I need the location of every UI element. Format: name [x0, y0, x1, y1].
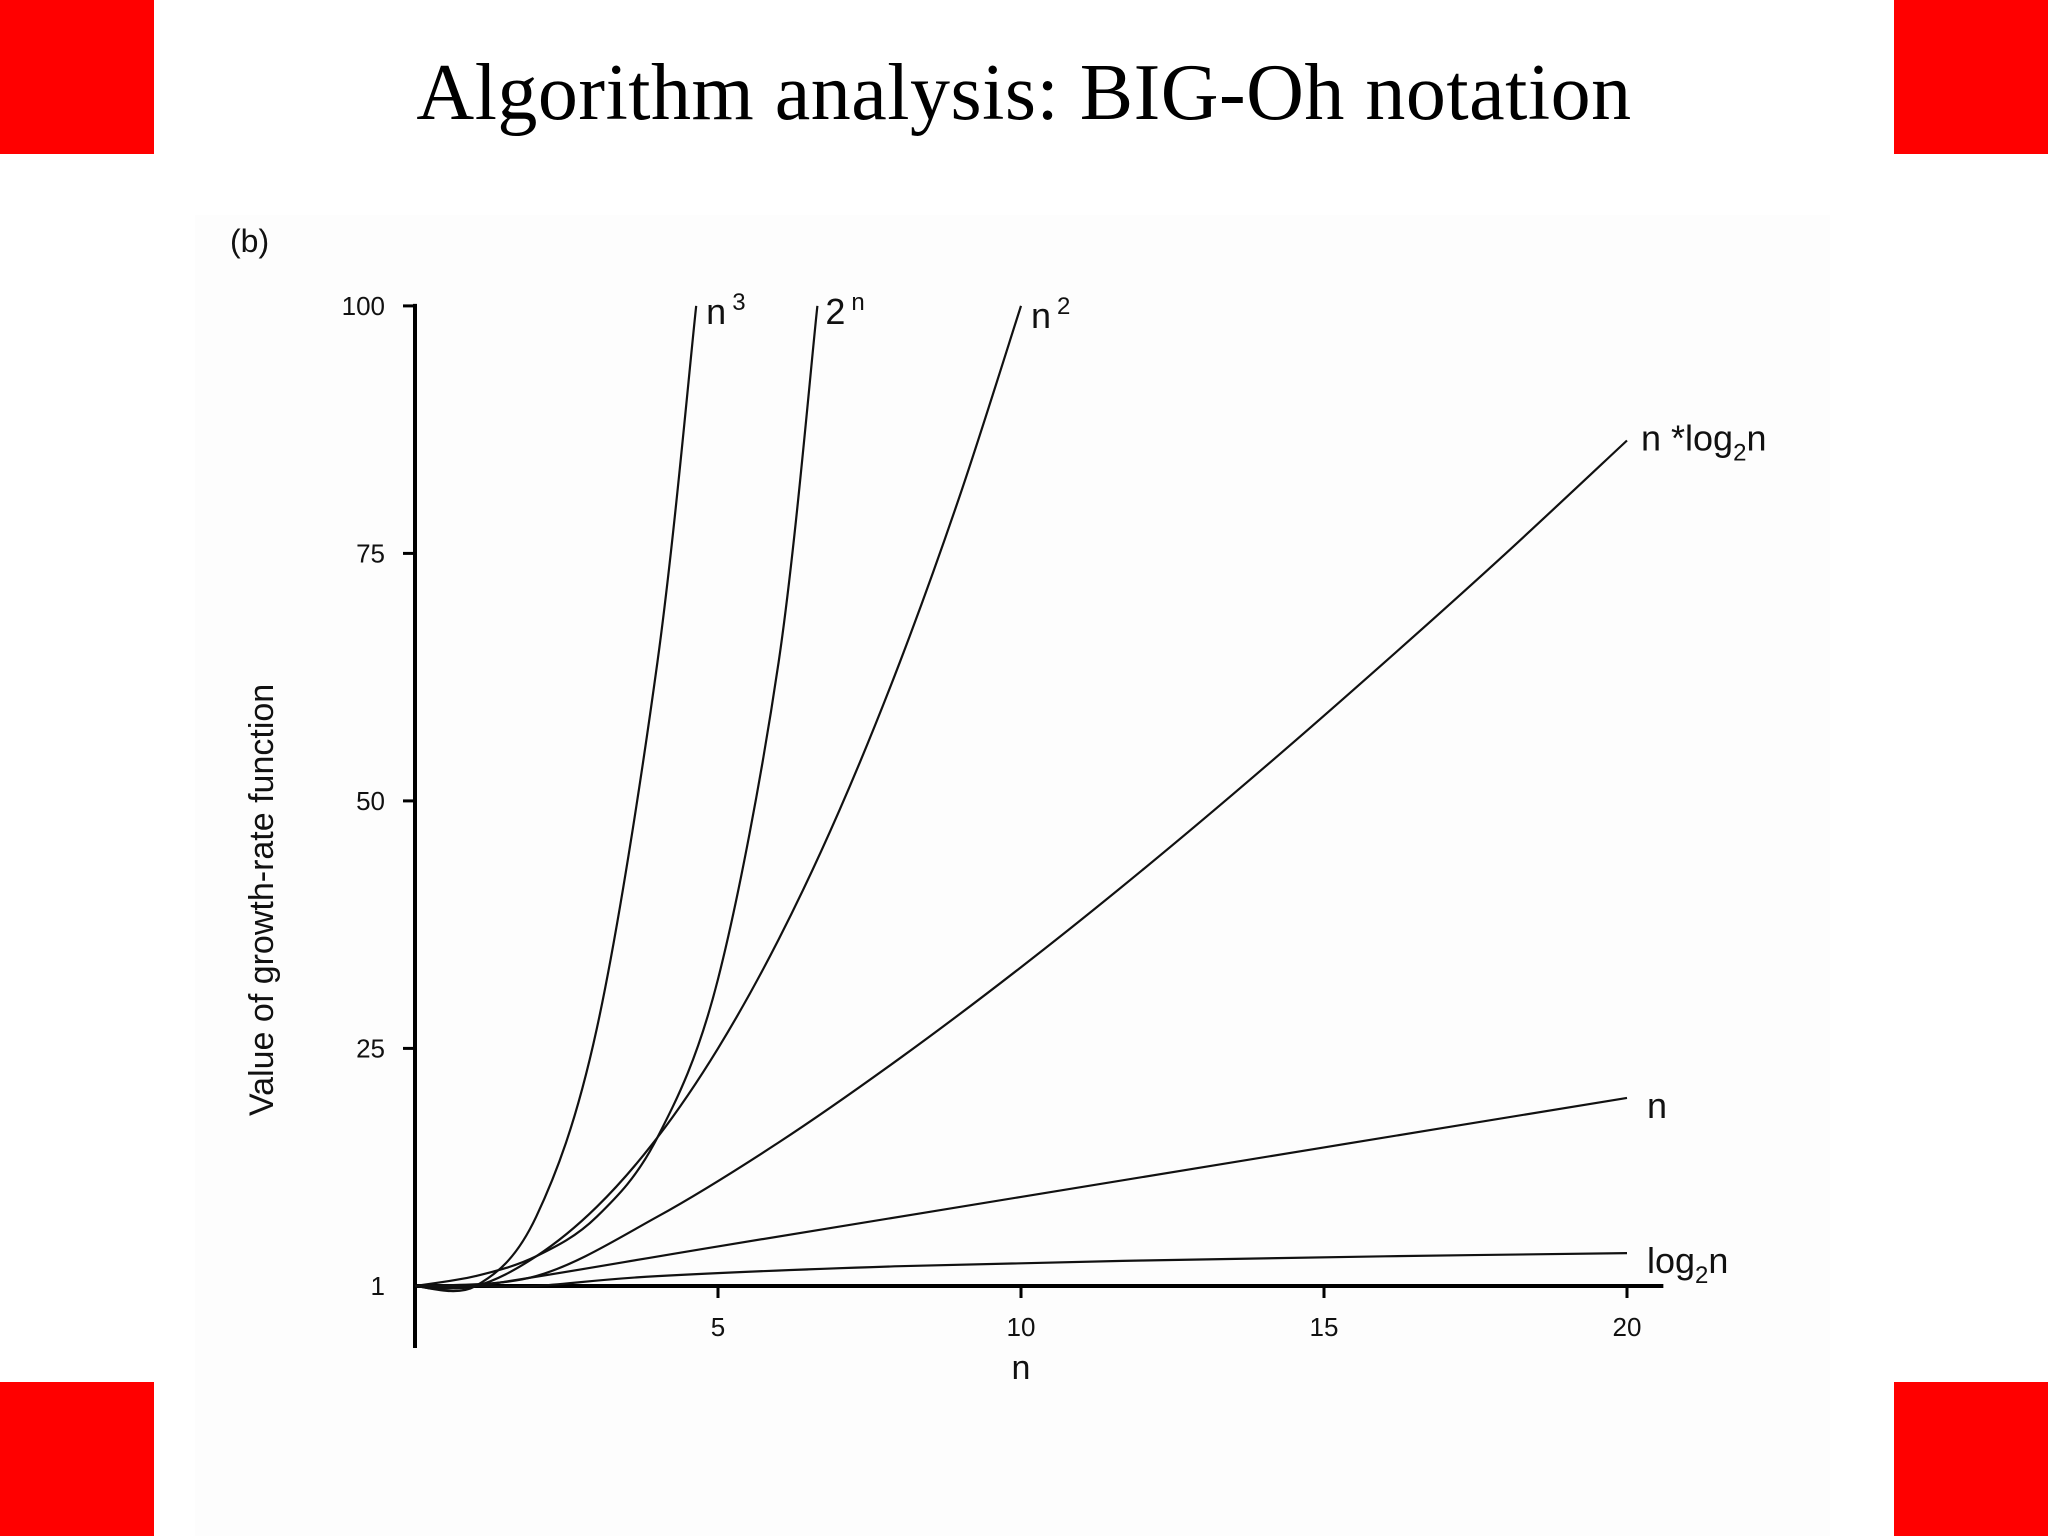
series-label: n *log2n: [1641, 418, 1766, 467]
panel-label: (b): [230, 223, 270, 259]
series-line: [414, 305, 1023, 1290]
series-line: [415, 1252, 1628, 1288]
corner-decoration-bottom-left: [0, 1382, 154, 1536]
corner-decoration-bottom-right: [1894, 1382, 2048, 1536]
x-axis-label: n: [1012, 1349, 1031, 1387]
chart-series-lines: [414, 305, 1628, 1293]
y-tick-label: 100: [342, 291, 385, 321]
y-tick-label: 50: [356, 786, 385, 816]
series-line: [414, 305, 698, 1293]
slide-title: Algorithm analysis: BIG-Oh notation: [416, 49, 1632, 137]
corner-decoration-top-left: [0, 0, 154, 154]
y-tick-label: 75: [356, 538, 385, 568]
x-tick-label: 15: [1310, 1312, 1339, 1342]
x-tick-label: 10: [1007, 1312, 1036, 1342]
growth-rate-chart: 1 25 50 75 100 5 10 15 20 n Value of growth-rate f…: [243, 289, 1766, 1387]
series-label: n: [1647, 1085, 1667, 1126]
corner-decoration-top-right: [1894, 0, 2048, 154]
series-line: [414, 1096, 1628, 1291]
y-tick-label: 1: [371, 1271, 385, 1301]
y-tick-label: 25: [356, 1033, 385, 1063]
series-line: [414, 305, 819, 1288]
series-label: log2n: [1647, 1240, 1728, 1289]
chart-axes: 1 25 50 75 100 5 10 15 20 n Value of growth-rate f…: [243, 291, 1664, 1387]
x-tick-label: 20: [1613, 1312, 1642, 1342]
y-axis-label: Value of growth-rate function: [243, 684, 281, 1116]
x-tick-label: 5: [711, 1312, 725, 1342]
chart-figure: (b) 1 25 50 75 100 5 10 15 20 n Value of growth-ra…: [195, 215, 1830, 1536]
chart-series-labels: 2 n n 3 n 2 n *log2n n log2n: [706, 289, 1766, 1289]
series-line: [414, 439, 1628, 1288]
